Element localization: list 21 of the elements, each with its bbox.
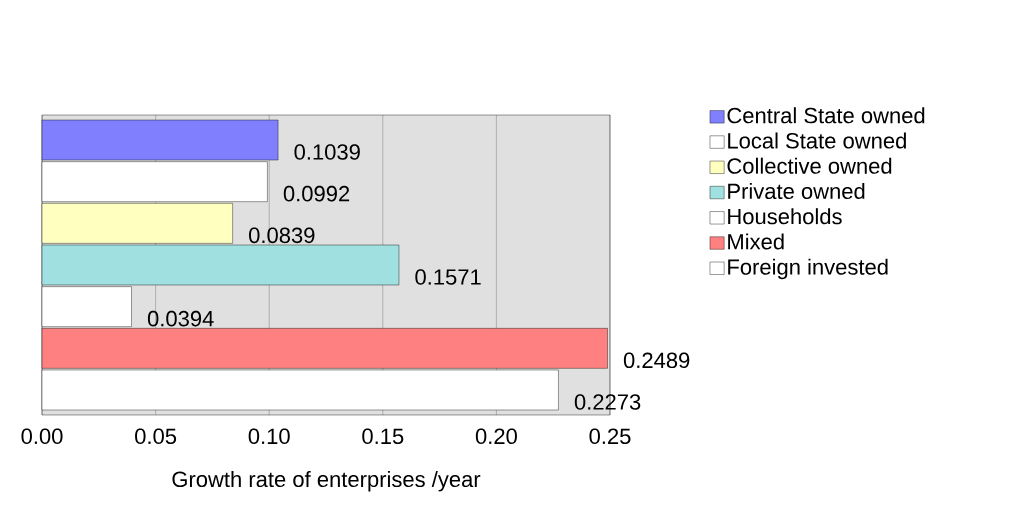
legend-label: Collective owned — [727, 157, 892, 174]
data-label: 0.0394 — [147, 310, 214, 327]
legend-label: Households — [728, 208, 842, 225]
x-tick-label: 0.05 — [135, 428, 177, 445]
data-label: 0.2489 — [623, 352, 690, 369]
legend-label: Foreign invested — [728, 258, 888, 280]
legend-label: Mixed — [728, 233, 784, 250]
data-label: 0.0839 — [249, 227, 315, 244]
x-tick-label: 0.00 — [21, 428, 63, 445]
legend-label: Local State owned — [728, 132, 906, 149]
data-label: 0.2273 — [574, 394, 641, 410]
x-tick-label: 0.15 — [362, 428, 404, 445]
data-label: 0.1571 — [415, 269, 481, 285]
x-tick-label: 0.20 — [475, 428, 517, 445]
data-label: 0.1039 — [294, 144, 360, 160]
legend-label: Private owned — [728, 182, 865, 200]
data-label: 0.0992 — [283, 185, 350, 202]
x-axis-title: Growth rate of enterprises /year — [172, 470, 481, 492]
x-tick-label: 0.25 — [589, 428, 631, 445]
x-tick-label: 0.10 — [248, 428, 290, 445]
legend-label: Central State owned — [727, 107, 925, 124]
